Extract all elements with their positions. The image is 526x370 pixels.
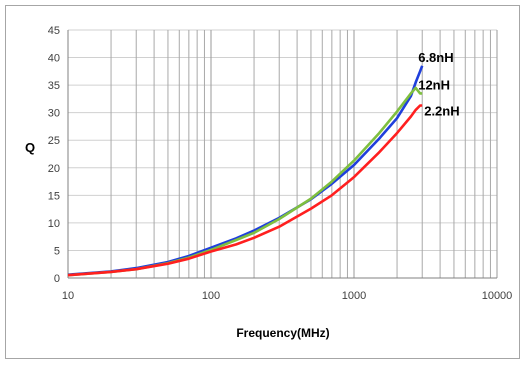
y-tick-label: 15 xyxy=(48,190,60,202)
y-tick-label: 40 xyxy=(48,53,60,65)
axis-layer xyxy=(67,30,497,279)
series-layer xyxy=(67,65,424,277)
series-label: 12nH xyxy=(418,77,450,92)
series-label: 2.2nH xyxy=(424,104,459,119)
y-tick-label: 10 xyxy=(48,218,60,230)
series-label: 6.8nH xyxy=(418,50,453,65)
x-tick-label: 100 xyxy=(202,290,220,302)
y-axis-label: Q xyxy=(25,140,35,155)
x-tick-label: 10000 xyxy=(482,290,513,302)
y-tick-label: 35 xyxy=(48,80,60,92)
y-tick-label: 20 xyxy=(48,163,60,175)
series-line-2-2nh xyxy=(67,104,423,277)
x-tick-label: 10 xyxy=(62,290,74,302)
chart-border xyxy=(5,5,520,359)
y-tick-label: 45 xyxy=(48,25,60,37)
x-axis-label: Frequency(MHz) xyxy=(236,326,329,340)
y-tick-label: 0 xyxy=(54,273,60,285)
y-tick-label: 30 xyxy=(48,108,60,120)
y-tick-label: 5 xyxy=(54,245,60,257)
label-layer: 0 5 10 15 20 25 30 35 40 45 10 100 1000 10000 6.8nH 12n… xyxy=(48,25,513,302)
y-tick-label: 25 xyxy=(48,135,60,147)
x-tick-label: 1000 xyxy=(342,290,366,302)
